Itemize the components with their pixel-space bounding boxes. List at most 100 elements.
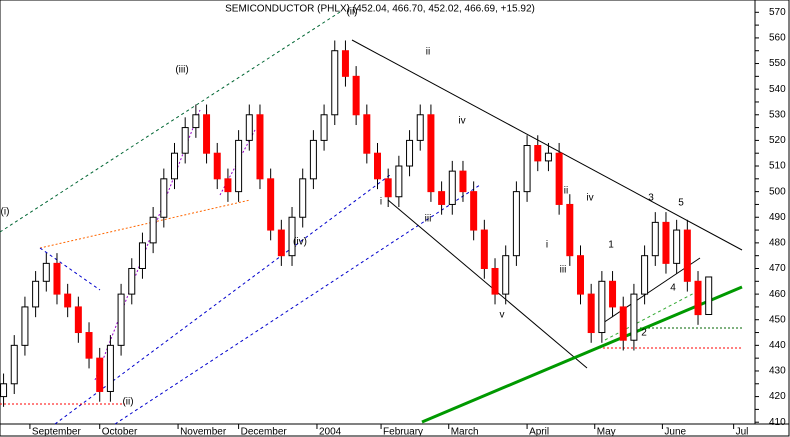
candle-body (363, 114, 371, 154)
wave-label: 5 (678, 198, 684, 209)
x-tick-label: April (529, 427, 549, 437)
candle-body (416, 114, 424, 141)
candle-body (149, 216, 157, 244)
y-tick-label: 520 (769, 135, 786, 146)
x-tick-label: October (102, 427, 138, 437)
candle-body (523, 145, 531, 193)
trend-line (114, 184, 481, 425)
candle-body (448, 170, 456, 205)
candle-body (630, 293, 638, 341)
candle-body (470, 191, 478, 231)
candle-body (427, 114, 435, 193)
wave-label: (i) (1, 207, 10, 218)
candle-body (277, 229, 285, 257)
wave-label: i (546, 240, 548, 251)
y-tick-label: 570 (769, 7, 786, 18)
candle-body (683, 229, 691, 282)
candle-body (96, 357, 104, 392)
wave-label: 3 (648, 193, 654, 204)
wave-label: i (380, 197, 382, 208)
candle-body (374, 152, 381, 180)
wave-label: iii (425, 214, 432, 225)
trend-lines (0, 11, 743, 425)
x-tick-label: 2004 (319, 427, 342, 437)
x-tick-label: June (664, 427, 686, 437)
candle-body (192, 114, 200, 129)
y-tick-label: 490 (769, 212, 786, 223)
candle-body (406, 139, 414, 167)
candle-body (0, 383, 8, 398)
candle-body (320, 114, 328, 141)
candle-body (459, 170, 467, 193)
candle-body (128, 267, 136, 295)
candle-body (619, 306, 627, 341)
candle-body (395, 165, 403, 198)
candle-body (245, 114, 253, 141)
candle-body (309, 139, 317, 180)
candle-body (64, 293, 72, 308)
wave-label: (ii) (122, 397, 133, 408)
candle-body (651, 221, 659, 257)
wave-label: (iv) (293, 237, 307, 248)
candle-body (705, 276, 713, 316)
candle-body (438, 191, 446, 205)
candle-body (566, 203, 574, 257)
candle-body (673, 229, 681, 264)
chart-title: SEMICONDUCTOR (PHLX) (452.04, 466.70, 45… (225, 4, 535, 15)
candle-body (171, 152, 179, 180)
candle-body (641, 255, 649, 295)
wave-label: (iii) (175, 65, 188, 76)
y-tick-label: 450 (769, 314, 786, 325)
candle-body (181, 127, 189, 154)
candle-body (576, 255, 584, 295)
candle-body (213, 152, 221, 180)
trend-line (421, 285, 743, 424)
candle-body (609, 280, 617, 308)
candle-body (331, 50, 339, 116)
wave-label: 4 (670, 283, 676, 294)
y-tick-label: 430 (769, 366, 786, 377)
y-tick-label: 560 (769, 33, 786, 44)
candle-body (74, 306, 82, 334)
y-tick-label: 530 (769, 109, 786, 120)
candle-body (555, 152, 563, 205)
trend-line (387, 199, 588, 369)
candle-body (21, 306, 29, 346)
candle-body (341, 50, 349, 77)
candle-body (42, 262, 50, 282)
trend-line (39, 247, 101, 291)
candle-body (203, 114, 211, 154)
x-tick-label: September (32, 427, 82, 437)
y-tick-label: 420 (769, 391, 786, 402)
candle-body (267, 178, 275, 231)
trend-line (94, 109, 201, 381)
wave-label: (ii) (346, 7, 357, 18)
trend-line (351, 39, 743, 251)
x-tick-label: December (241, 427, 288, 437)
candle-body (138, 242, 146, 269)
candle-body (256, 114, 264, 180)
x-tick-label: March (451, 427, 479, 437)
x-tick-label: February (383, 427, 423, 437)
y-tick-label: 540 (769, 84, 786, 95)
candle-body (53, 262, 61, 295)
y-tick-label: 410 (769, 417, 786, 428)
wave-label: 2 (641, 328, 647, 339)
y-tick-label: 470 (769, 263, 786, 274)
wave-label: v (500, 310, 505, 321)
y-tick-label: 440 (769, 340, 786, 351)
candle-body (587, 293, 595, 334)
trend-line (599, 257, 701, 326)
y-tick-label: 500 (769, 186, 786, 197)
candle-body (534, 145, 542, 162)
candle-body (224, 178, 232, 193)
candle-body (352, 75, 360, 116)
wave-label: iii (560, 265, 567, 276)
candle-body (662, 221, 670, 264)
y-tick-label: 550 (769, 58, 786, 69)
candle-body (512, 191, 520, 257)
x-tick-label: Jul (736, 427, 749, 437)
candle-body (598, 280, 606, 334)
